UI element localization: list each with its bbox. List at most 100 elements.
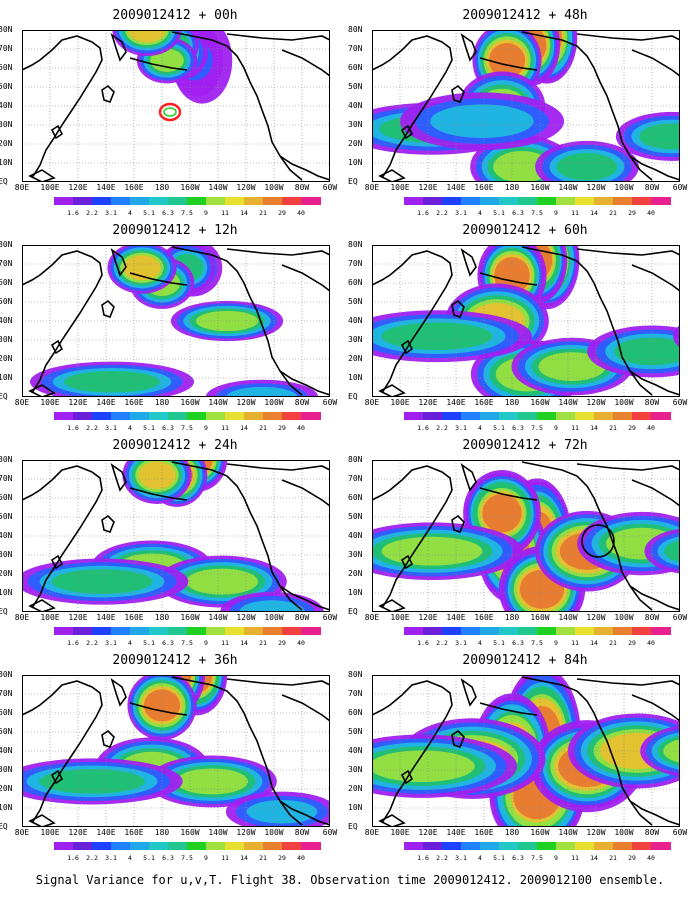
coastline <box>279 155 331 181</box>
coastline <box>451 729 465 748</box>
colorbar-label: 7.5 <box>531 424 543 432</box>
colorbar-swatch <box>111 842 131 850</box>
latitude-label: 40N <box>0 746 13 755</box>
longitude-label: 180 <box>154 828 170 837</box>
colorbar-swatch <box>423 627 443 635</box>
longitude-label: 120W <box>586 828 606 837</box>
latitude-label: 80N <box>0 240 13 249</box>
longitude-label: 160W <box>530 398 550 407</box>
coastline <box>110 33 127 62</box>
map-frame <box>341 0 700 199</box>
colorbar-swatch <box>73 627 93 635</box>
colorbar-label: 14 <box>590 209 598 217</box>
colorbar-swatch <box>149 627 169 635</box>
colorbar-swatch <box>518 627 538 635</box>
longitude-label: 180 <box>154 183 170 192</box>
longitude-label: 100E <box>40 398 60 407</box>
latitude-label: 40N <box>348 746 363 755</box>
longitude-label: 140W <box>208 613 228 622</box>
variance-contour <box>246 800 318 824</box>
longitude-label: 80E <box>14 828 30 837</box>
longitude-label: 180 <box>154 398 170 407</box>
coastline <box>101 729 115 748</box>
colorbar-swatch <box>404 197 424 205</box>
longitude-label: 120E <box>418 398 438 407</box>
latitude-label: 40N <box>0 101 13 110</box>
colorbar-swatch <box>92 627 112 635</box>
latitude-label: EQ <box>348 607 358 616</box>
colorbar-swatch <box>244 842 264 850</box>
longitude-label: 140W <box>208 828 228 837</box>
variance-contour <box>163 107 177 117</box>
latitude-label: 30N <box>0 765 13 774</box>
colorbar-swatch <box>263 842 283 850</box>
coastline <box>50 554 64 570</box>
longitude-label: 120E <box>68 613 88 622</box>
colorbar-label: 14 <box>240 854 248 862</box>
colorbar-swatch <box>461 627 481 635</box>
longitude-label: 160E <box>124 398 144 407</box>
longitude-label: 60W <box>322 183 338 192</box>
map-plot <box>341 460 700 633</box>
longitude-label: 120W <box>236 828 256 837</box>
longitude-label: 160E <box>124 613 144 622</box>
variance-contour <box>556 153 618 181</box>
colorbar-label: 29 <box>628 639 636 647</box>
colorbar-label: 14 <box>590 854 598 862</box>
longitude-label: 140W <box>558 398 578 407</box>
colorbar-label: 21 <box>609 209 617 217</box>
coastline <box>576 678 681 686</box>
colorbar-swatch <box>206 197 226 205</box>
colorbar-swatch <box>594 197 614 205</box>
latitude-label: 60N <box>0 278 13 287</box>
colorbar-label: 21 <box>259 209 267 217</box>
coastline <box>50 339 64 355</box>
longitude-label: 100E <box>40 613 60 622</box>
colorbar-swatch <box>518 197 538 205</box>
colorbar-swatch <box>130 842 150 850</box>
colorbar-label: 7.5 <box>531 209 543 217</box>
colorbar-label: 21 <box>609 639 617 647</box>
colorbar-label: 5.1 <box>143 209 155 217</box>
colorbar-label: 3.1 <box>455 424 467 432</box>
max-variance-ring <box>158 102 182 122</box>
colorbar-swatch <box>499 842 519 850</box>
coastline <box>226 678 331 686</box>
coastline <box>629 370 681 396</box>
colorbar-swatch <box>301 412 321 420</box>
longitude-label: 120E <box>418 613 438 622</box>
colorbar-label: 11 <box>571 854 579 862</box>
colorbar-swatch <box>282 197 302 205</box>
coastline <box>371 465 453 609</box>
colorbar-label: 21 <box>259 639 267 647</box>
colorbar-label: 9 <box>554 854 558 862</box>
colorbar-label: 4 <box>128 209 132 217</box>
forecast-panel: 2009012412 + 12h 80N 70N 60N 50N 40N 30N 20N 10N… <box>0 215 350 435</box>
coastline <box>400 339 414 355</box>
colorbar-swatch <box>130 412 150 420</box>
colorbar-label: 40 <box>647 854 655 862</box>
coastline <box>371 250 453 394</box>
longitude-label: 60W <box>672 183 688 192</box>
colorbar-label: 3.1 <box>105 639 117 647</box>
latitude-label: 40N <box>0 316 13 325</box>
colorbar-swatch <box>613 197 633 205</box>
coastline <box>400 554 414 570</box>
longitude-label: 140E <box>96 613 116 622</box>
forecast-panel: 2009012412 + 00h 80N 70N 60N 50N 40N 30N 20N 10N… <box>0 0 350 220</box>
colorbar-label: 1.6 <box>417 209 429 217</box>
coastline <box>110 248 127 277</box>
map-frame <box>21 239 331 415</box>
coastline <box>460 248 477 277</box>
longitude-label: 60W <box>322 613 338 622</box>
colorbar-label: 3.1 <box>105 424 117 432</box>
colorbar-swatch <box>187 627 207 635</box>
latitude-label: 20N <box>348 569 363 578</box>
longitude-label: 100W <box>264 613 284 622</box>
colorbar-label: 29 <box>278 854 286 862</box>
longitude-label: 140E <box>446 828 466 837</box>
colorbar-swatch <box>461 197 481 205</box>
colorbar-label: 40 <box>647 424 655 432</box>
coastline <box>171 676 303 826</box>
colorbar-swatch <box>225 197 245 205</box>
